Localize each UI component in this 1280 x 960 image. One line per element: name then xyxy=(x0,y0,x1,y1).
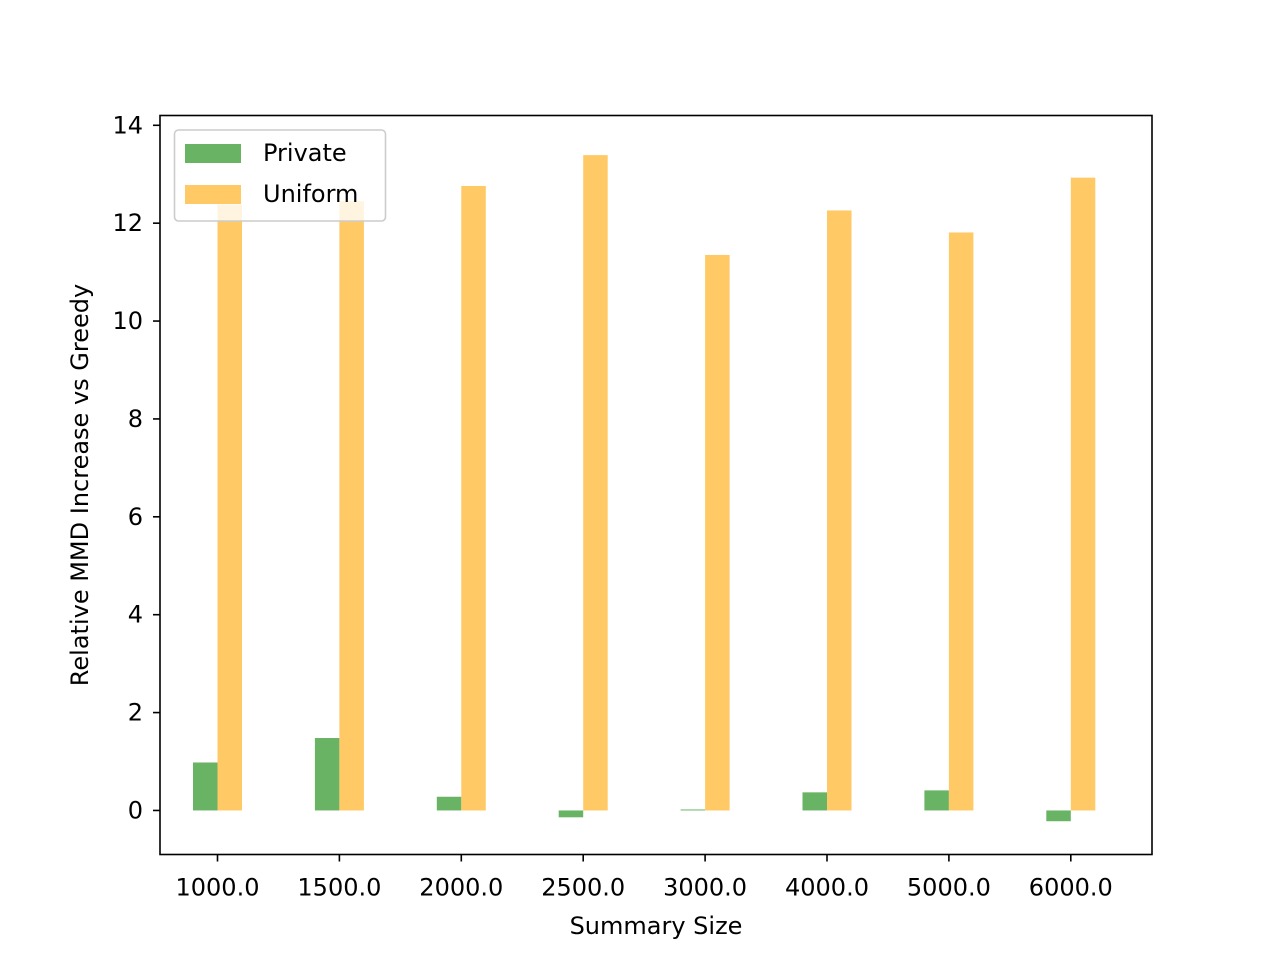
bar-private-6000.0 xyxy=(1046,810,1071,822)
legend-label-private: Private xyxy=(263,139,347,167)
x-axis-label: Summary Size xyxy=(570,912,743,940)
y-axis-ticks: 0 2 4 6 8 10 12 14 xyxy=(112,111,160,824)
y-tick-label: 14 xyxy=(112,111,143,139)
y-tick-label: 2 xyxy=(128,699,143,727)
bar-private-2500.0 xyxy=(558,810,584,818)
x-tick-label: 6000.0 xyxy=(1029,874,1113,902)
y-tick-label: 10 xyxy=(112,307,143,335)
bar-private-1500.0 xyxy=(314,738,340,811)
legend-swatch-uniform xyxy=(185,185,241,204)
bar-private-3000.0 xyxy=(680,809,706,811)
bar-uniform-5000.0 xyxy=(948,232,974,811)
bar-uniform-6000.0 xyxy=(1070,177,1096,811)
bar-private-4000.0 xyxy=(802,792,827,811)
y-tick-label: 6 xyxy=(128,503,143,531)
bar-uniform-1500.0 xyxy=(339,201,364,811)
y-tick-label: 12 xyxy=(112,209,143,237)
legend: Private Uniform xyxy=(173,129,387,222)
y-axis-label: Relative MMD Increase vs Greedy xyxy=(66,284,94,686)
bar-private-1000.0 xyxy=(193,762,218,811)
x-tick-label: 1500.0 xyxy=(297,874,381,902)
x-tick-label: 4000.0 xyxy=(785,874,869,902)
legend-swatch-private xyxy=(185,144,241,163)
x-tick-label: 2000.0 xyxy=(419,874,503,902)
bar-private-2000.0 xyxy=(436,796,462,811)
x-tick-label: 1000.0 xyxy=(176,874,260,902)
bar-uniform-1000.0 xyxy=(217,204,242,811)
legend-label-uniform: Uniform xyxy=(263,180,358,208)
y-tick-label: 0 xyxy=(128,796,143,824)
bar-uniform-3000.0 xyxy=(705,254,730,811)
x-tick-label: 2500.0 xyxy=(541,874,625,902)
bars-group xyxy=(193,155,1096,822)
bar-uniform-2500.0 xyxy=(583,155,608,811)
x-tick-label: 5000.0 xyxy=(907,874,991,902)
bar-uniform-2000.0 xyxy=(461,185,486,811)
plot-area-frame xyxy=(159,114,1153,856)
x-tick-label: 3000.0 xyxy=(663,874,747,902)
y-tick-label: 4 xyxy=(128,601,143,629)
bar-private-5000.0 xyxy=(924,790,949,811)
x-axis-ticks: 1000.0 1500.0 2000.0 2500.0 3000.0 4000.0 5000… xyxy=(176,854,1113,902)
y-tick-label: 8 xyxy=(128,405,143,433)
bar-uniform-4000.0 xyxy=(827,210,852,811)
